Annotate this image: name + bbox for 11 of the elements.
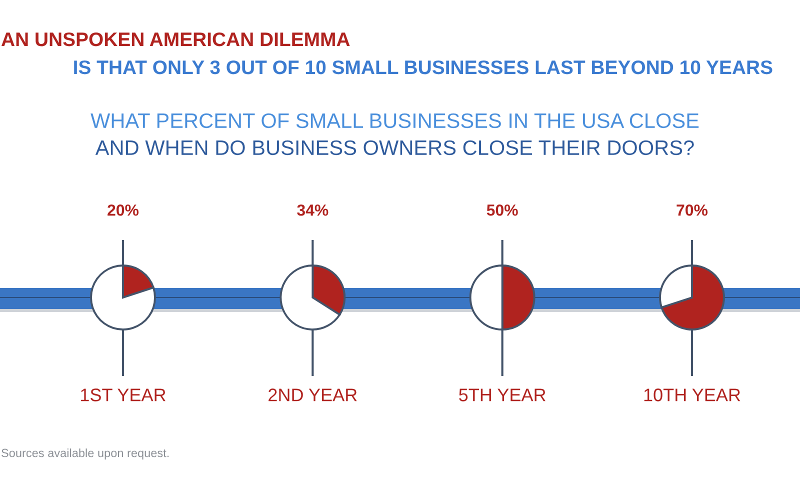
data-label: 50% (486, 204, 518, 216)
text: 2ND YEAR (268, 388, 357, 402)
data-label: 20% (108, 204, 139, 216)
data-label: 70% (676, 204, 708, 216)
text: AN UNSPOKEN AMERICAN DILEMMA IS THAT ONLY 3 OUT OF 10 SMALL BUSINESSES LAST BEYOND 10 YEARS (1, 32, 772, 74)
text: 5TH YEAR (459, 388, 546, 402)
text: 10TH YEAR (644, 388, 740, 402)
source-note: Sources available upon request. (2, 448, 169, 460)
data-label: 34% (297, 204, 328, 216)
text: WHAT PERCENT OF SMALL BUSINESSES IN THE USA CLOSE AND WHEN DO BUSINESS OWNERS CLOSE THEIR DOORS? (90, 113, 699, 156)
text: 1ST YEAR (81, 388, 166, 402)
